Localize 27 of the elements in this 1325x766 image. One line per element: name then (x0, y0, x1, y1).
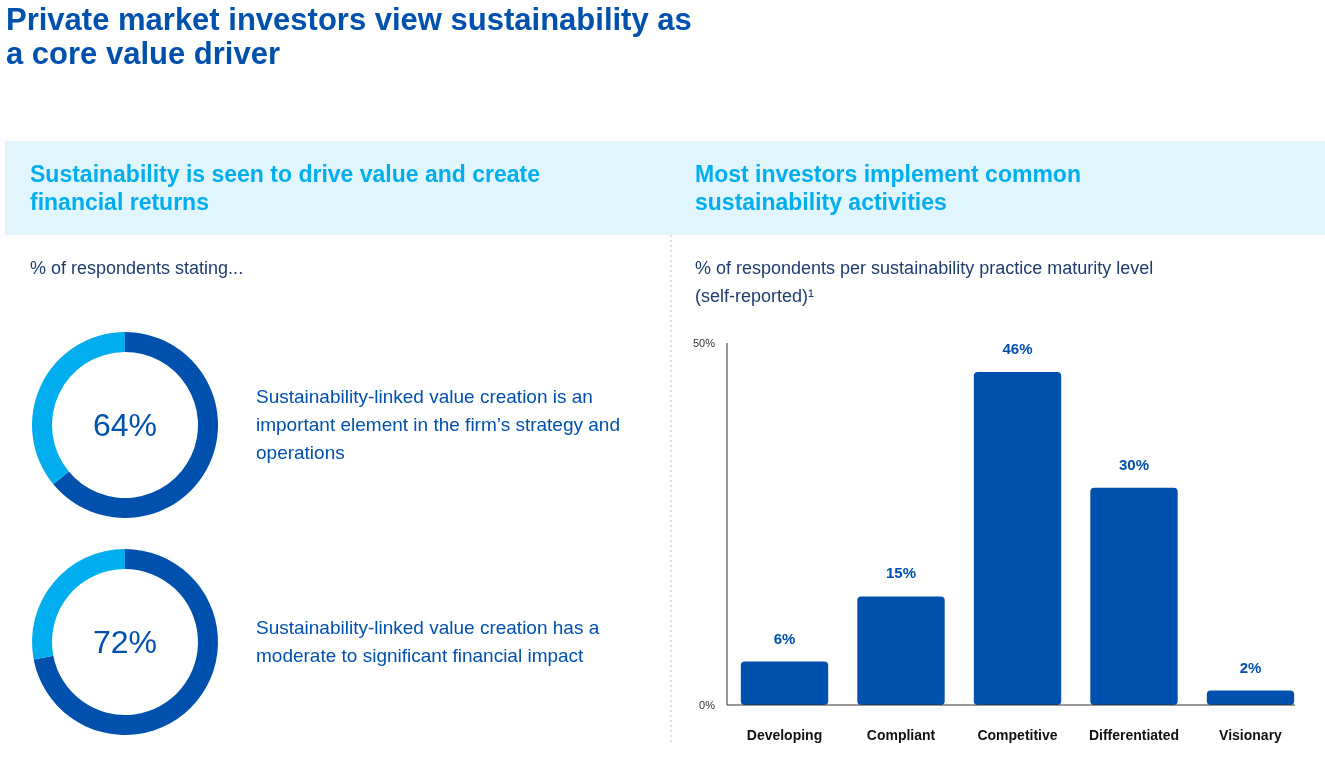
text: Private market investors view sustainability as a core value driver (6, 2, 692, 71)
chart-title: Most investors implement common sustainability activities (695, 161, 1081, 215)
donut-slice (33, 549, 218, 735)
data-label: 2% (1239, 658, 1262, 676)
text: 72% (92, 624, 158, 660)
chart-subtitle: % of respondents stating... (30, 258, 244, 278)
bar (1090, 487, 1178, 705)
x-tick-label: Compliant (866, 727, 936, 743)
chart-subtitle: % of respondents per sustainability practice maturity level (self-reported)¹ (695, 258, 1154, 306)
x-tick-label: Visionary (1219, 727, 1283, 743)
data-label: 46% (1002, 339, 1033, 357)
text: 64% (92, 407, 158, 443)
data-label: 6% (773, 629, 796, 647)
x-tick-label: Differentiated (1088, 727, 1180, 743)
bar (857, 596, 945, 705)
bar (973, 371, 1062, 705)
x-tick-label: Developing (746, 727, 823, 743)
text: Sustainability is seen to drive value and create financial returns (30, 161, 541, 215)
bar (740, 661, 829, 705)
y-tick-label: 50% (692, 337, 716, 349)
data-label: 30% (1118, 455, 1150, 473)
donut-slice (53, 332, 218, 518)
text: Sustainability-linked value creation has a moderate to significant financial impact (256, 617, 600, 666)
text: Sustainability-linked value creation is an important element in the firm’s strategy and operations (256, 386, 620, 463)
y-tick-label: 0% (699, 699, 716, 711)
x-tick-label: Competitive (977, 727, 1058, 743)
data-label: 15% (885, 564, 917, 582)
